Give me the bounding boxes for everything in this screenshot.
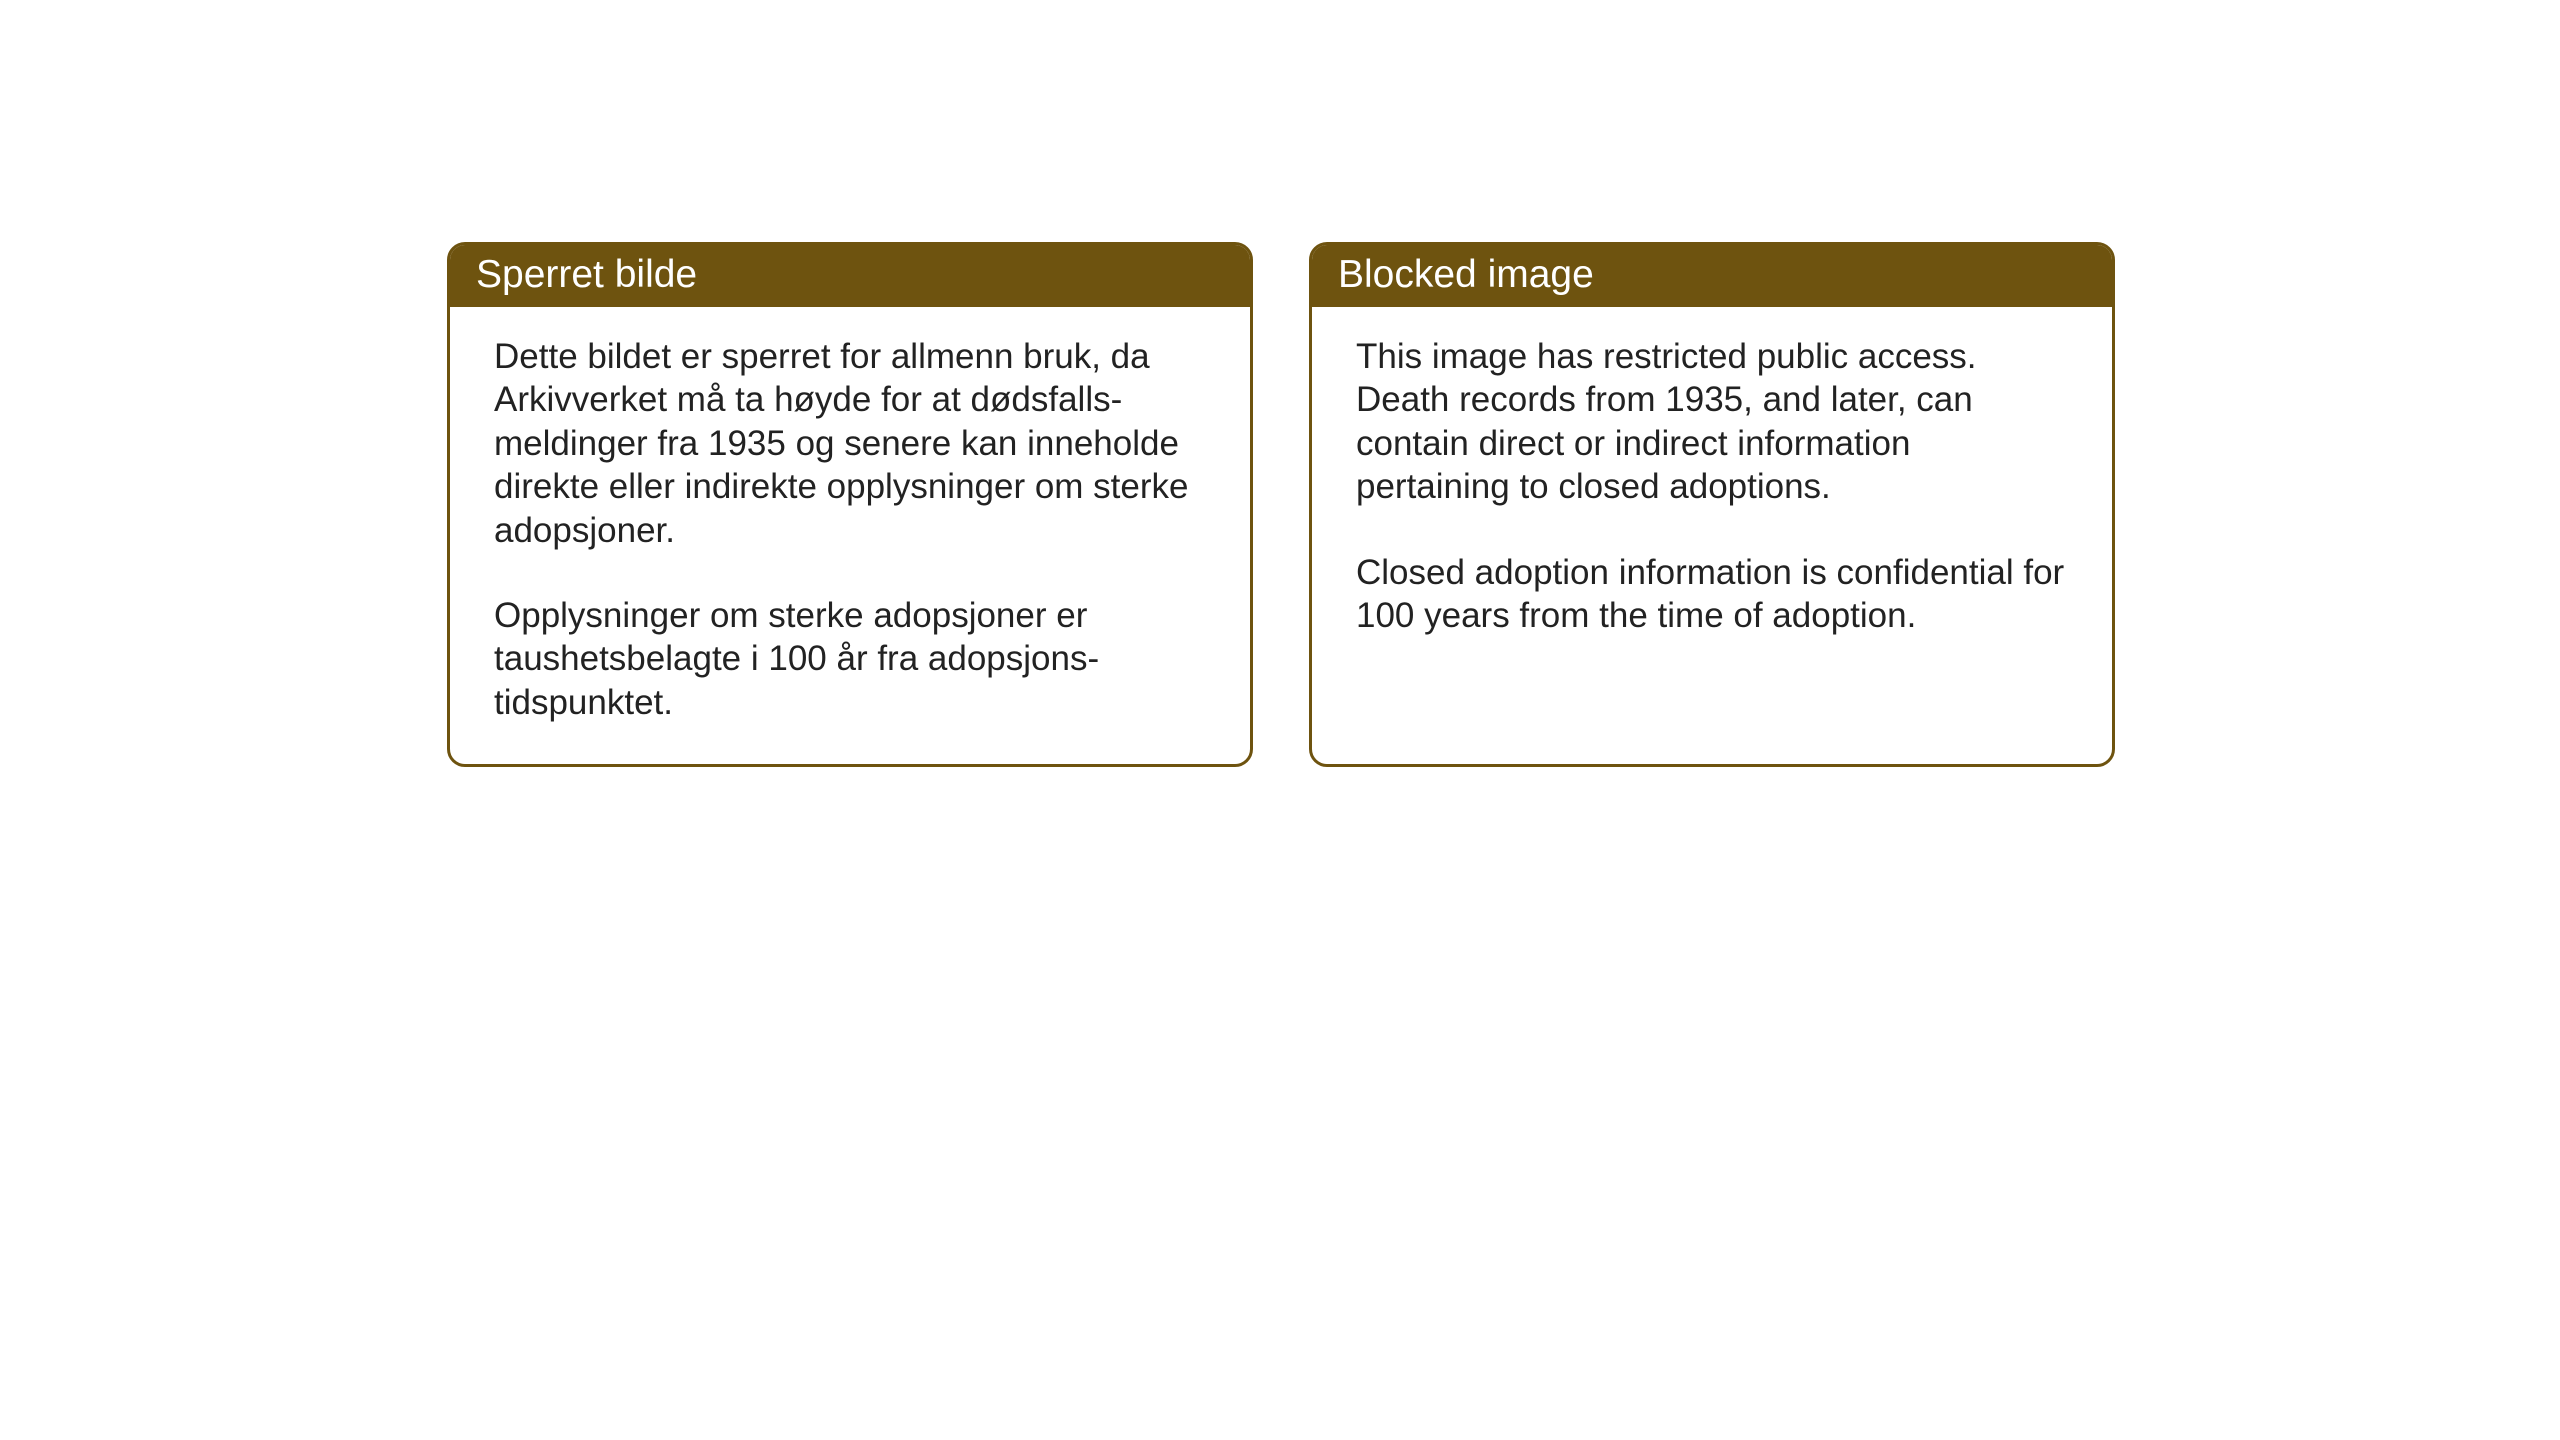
paragraph-norwegian-2: Opplysninger om sterke adopsjoner er tau… — [494, 594, 1206, 724]
paragraph-english-2: Closed adoption information is confident… — [1356, 551, 2068, 638]
card-header-norwegian: Sperret bilde — [450, 245, 1250, 307]
card-body-norwegian: Dette bildet er sperret for allmenn bruk… — [450, 307, 1250, 764]
card-title-norwegian: Sperret bilde — [476, 253, 697, 296]
card-header-english: Blocked image — [1312, 245, 2112, 307]
notice-card-norwegian: Sperret bilde Dette bildet er sperret fo… — [447, 242, 1253, 767]
paragraph-english-1: This image has restricted public access.… — [1356, 335, 2068, 509]
notice-card-english: Blocked image This image has restricted … — [1309, 242, 2115, 767]
notice-container: Sperret bilde Dette bildet er sperret fo… — [447, 242, 2115, 767]
card-title-english: Blocked image — [1338, 253, 1594, 296]
card-body-english: This image has restricted public access.… — [1312, 307, 2112, 719]
paragraph-norwegian-1: Dette bildet er sperret for allmenn bruk… — [494, 335, 1206, 552]
